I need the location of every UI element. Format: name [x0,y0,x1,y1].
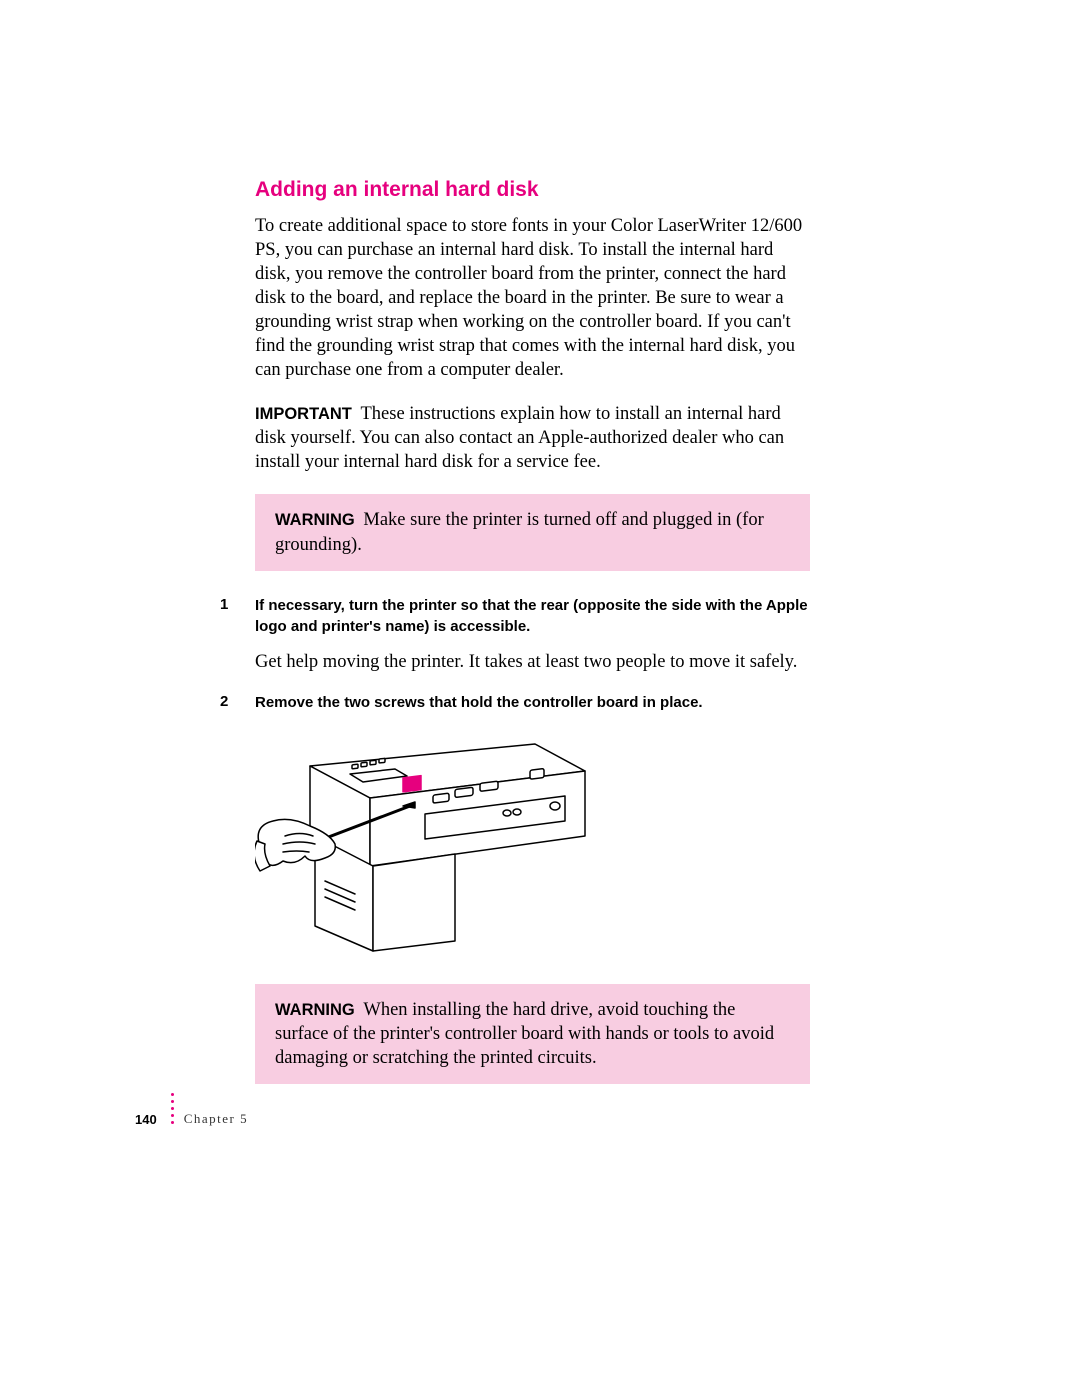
step-2: 2 Remove the two screws that hold the co… [220,692,810,714]
page-number: 140 [135,1112,157,1127]
footer-dots-icon [171,1093,174,1128]
page-content: Adding an internal hard disk To create a… [255,178,810,1108]
warning-label: WARNING [275,1001,355,1019]
important-label: IMPORTANT [255,405,352,423]
section-heading: Adding an internal hard disk [255,178,810,202]
page-footer: 140 Chapter 5 [135,1093,248,1127]
printer-illustration [255,726,595,956]
important-paragraph: IMPORTANT These instructions explain how… [255,402,810,474]
step-number: 2 [220,692,255,714]
step-instruction: Remove the two screws that hold the cont… [255,692,703,714]
warning-label: WARNING [275,511,355,529]
chapter-label: Chapter 5 [184,1111,248,1127]
step-instruction: If necessary, turn the printer so that t… [255,595,810,639]
step-number: 1 [220,595,255,639]
step-1-body: Get help moving the printer. It takes at… [255,650,810,674]
warning-box-1: WARNING Make sure the printer is turned … [255,494,810,570]
intro-paragraph: To create additional space to store font… [255,214,810,382]
step-1: 1 If necessary, turn the printer so that… [220,595,810,639]
warning-box-2: WARNING When installing the hard drive, … [255,984,810,1084]
